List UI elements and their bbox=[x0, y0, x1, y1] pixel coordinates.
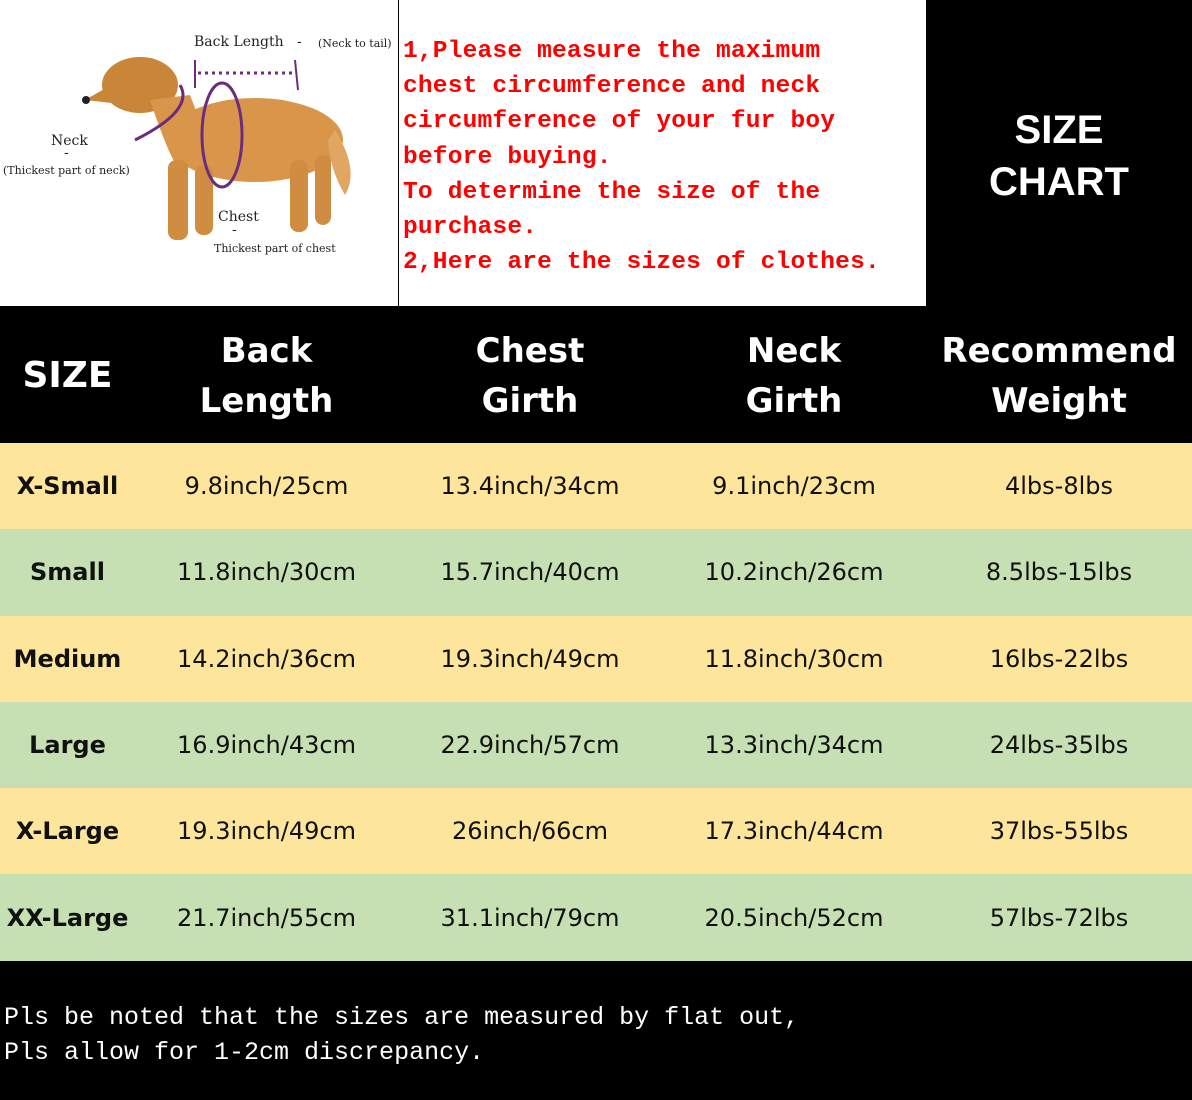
instruction-line: circumference of your fur boy bbox=[403, 108, 836, 136]
table-row: Small 11.8inch/30cm 15.7inch/40cm 10.2inch/… bbox=[0, 529, 1192, 616]
cell-recommend-weight: 16lbs-22lbs bbox=[926, 615, 1192, 702]
cell-neck-girth: 11.8inch/30cm bbox=[662, 615, 926, 702]
cell-chest-girth: 13.4inch/34cm bbox=[398, 443, 662, 530]
cell-chest-girth: 22.9inch/57cm bbox=[398, 701, 662, 789]
instruction-line: before buying. bbox=[403, 143, 612, 171]
neck-label: Neck bbox=[51, 133, 88, 149]
instruction-line: To determine the size of the bbox=[403, 178, 821, 206]
table-row: X-Small 9.8inch/25cm 13.4inch/34cm 9.1inch/… bbox=[0, 443, 1192, 530]
back-length-label: Back Length bbox=[194, 34, 284, 50]
instruction-line: chest circumference and neck bbox=[403, 73, 821, 101]
header-row: SIZE Back Length Chest Girth Neck Girth Rec… bbox=[0, 308, 1192, 443]
neck-hint: (Thickest part of neck) bbox=[3, 164, 130, 177]
cell-recommend-weight: 24lbs-35lbs bbox=[926, 701, 1192, 789]
note-line: Pls be noted that the sizes are measured… bbox=[4, 1003, 800, 1032]
cell-chest-girth: 19.3inch/49cm bbox=[398, 615, 662, 702]
chest-label: Chest bbox=[218, 209, 259, 225]
top-section: Back Length - (Neck to tail) Neck - (Thi… bbox=[0, 0, 1192, 308]
cell-recommend-weight: 4lbs-8lbs bbox=[926, 443, 1192, 530]
cell-neck-girth: 9.1inch/23cm bbox=[662, 443, 926, 530]
cell-back-length: 9.8inch/25cm bbox=[135, 443, 398, 530]
cell-size: Medium bbox=[0, 615, 135, 702]
cell-recommend-weight: 8.5lbs-15lbs bbox=[926, 529, 1192, 616]
cell-recommend-weight: 37lbs-55lbs bbox=[926, 788, 1192, 875]
measurement-instructions: 1,Please measure the maximum chest circu… bbox=[399, 0, 926, 306]
table-row: Large 16.9inch/43cm 22.9inch/57cm 13.3inch/… bbox=[0, 701, 1192, 789]
chest-dash: - bbox=[232, 222, 237, 238]
neck-dash: - bbox=[64, 145, 69, 161]
cell-back-length: 14.2inch/36cm bbox=[135, 615, 398, 702]
size-chart-title: SIZE CHART bbox=[926, 0, 1192, 308]
header-chest-girth: Chest Girth bbox=[398, 308, 662, 443]
header-recommend-weight: Recommend Weight bbox=[926, 308, 1192, 443]
cell-size: Large bbox=[0, 701, 135, 789]
header-neck-girth: Neck Girth bbox=[662, 308, 926, 443]
cell-neck-girth: 13.3inch/34cm bbox=[662, 701, 926, 789]
cell-chest-girth: 15.7inch/40cm bbox=[398, 529, 662, 616]
cell-recommend-weight: 57lbs-72lbs bbox=[926, 874, 1192, 961]
cell-size: X-Small bbox=[0, 443, 135, 530]
cell-neck-girth: 10.2inch/26cm bbox=[662, 529, 926, 616]
dog-measurement-icon bbox=[82, 57, 351, 240]
instruction-line: purchase. bbox=[403, 214, 538, 242]
cell-back-length: 21.7inch/55cm bbox=[135, 874, 398, 961]
cell-size: Small bbox=[0, 529, 135, 616]
cell-size: X-Large bbox=[0, 788, 135, 875]
back-length-dash: - bbox=[297, 34, 302, 50]
back-length-hint: (Neck to tail) bbox=[318, 37, 392, 50]
note-line: Pls allow for 1-2cm discrepancy. bbox=[4, 1038, 485, 1067]
cell-chest-girth: 31.1inch/79cm bbox=[398, 874, 662, 961]
footer-note: Pls be noted that the sizes are measured… bbox=[4, 1000, 799, 1070]
title-line: CHART bbox=[989, 160, 1129, 204]
table-row: X-Large 19.3inch/49cm 26inch/66cm 17.3inch/… bbox=[0, 788, 1192, 875]
cell-size: XX-Large bbox=[0, 874, 135, 961]
title-line: SIZE bbox=[1014, 108, 1104, 152]
dog-measurement-illustration: Back Length - (Neck to tail) Neck - (Thi… bbox=[0, 0, 398, 306]
cell-back-length: 19.3inch/49cm bbox=[135, 788, 398, 875]
cell-neck-girth: 17.3inch/44cm bbox=[662, 788, 926, 875]
table-row: XX-Large 21.7inch/55cm 31.1inch/79cm 20.5in… bbox=[0, 874, 1192, 961]
cell-neck-girth: 20.5inch/52cm bbox=[662, 874, 926, 961]
header-back-length: Back Length bbox=[135, 308, 398, 443]
size-table: SIZE Back Length Chest Girth Neck Girth Rec… bbox=[0, 308, 1192, 961]
instruction-line: 2,Here are the sizes of clothes. bbox=[403, 249, 880, 277]
chest-hint: Thickest part of chest bbox=[214, 242, 336, 255]
cell-back-length: 11.8inch/30cm bbox=[135, 529, 398, 616]
table-row: Medium 14.2inch/36cm 19.3inch/49cm 11.8inch… bbox=[0, 615, 1192, 702]
header-size: SIZE bbox=[0, 308, 135, 443]
cell-back-length: 16.9inch/43cm bbox=[135, 701, 398, 789]
instruction-line: 1,Please measure the maximum bbox=[403, 38, 821, 65]
cell-chest-girth: 26inch/66cm bbox=[398, 788, 662, 875]
